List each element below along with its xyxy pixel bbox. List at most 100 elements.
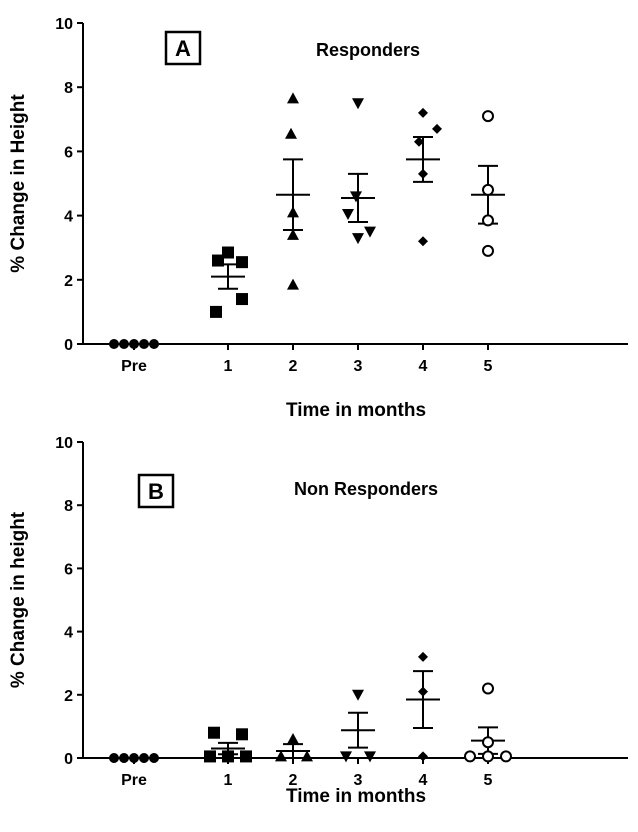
group-pre <box>109 339 159 349</box>
group-1 <box>210 246 248 318</box>
data-point <box>464 750 476 763</box>
x-tick-label: 3 <box>354 772 363 789</box>
data-point <box>352 98 364 110</box>
data-point <box>432 123 442 134</box>
x-tick-label: 4 <box>419 772 428 789</box>
x-tick-label: 2 <box>289 358 298 375</box>
y-tick-label: 0 <box>64 337 73 354</box>
data-point <box>364 226 376 238</box>
data-point <box>418 686 428 697</box>
data-point <box>482 682 494 695</box>
data-point <box>287 206 299 218</box>
y-tick-label: 10 <box>55 16 73 33</box>
data-point <box>285 127 297 139</box>
data-point <box>364 751 376 763</box>
data-point <box>129 339 139 349</box>
data-point <box>482 750 494 763</box>
group-2 <box>276 92 310 290</box>
y-tick-label: 2 <box>64 688 73 705</box>
data-point <box>287 228 299 240</box>
panel-b: 0 2 4 6 8 10 Pre 1 2 3 4 5 Time in months % Change in… <box>8 435 628 807</box>
data-point <box>275 750 287 762</box>
data-point <box>482 736 494 749</box>
x-tick-label: Pre <box>121 358 147 375</box>
data-point <box>204 750 216 763</box>
data-point <box>418 107 428 118</box>
data-point <box>149 753 159 763</box>
panel-letter-box <box>164 30 202 66</box>
panel-letter: A <box>175 36 191 61</box>
group-5 <box>464 682 512 763</box>
y-tick-label: 4 <box>64 625 73 642</box>
data-point <box>139 753 149 763</box>
data-point <box>350 191 362 203</box>
data-point <box>236 728 248 741</box>
chart-title: Non Responders <box>294 479 438 499</box>
y-tick-label: 0 <box>64 751 73 768</box>
x-tick-label: 1 <box>224 358 233 375</box>
group-1 <box>204 726 252 763</box>
group-2 <box>275 733 313 762</box>
x-tick-label: 1 <box>224 772 233 789</box>
data-point <box>482 183 494 196</box>
chart-title: Responders <box>316 40 420 60</box>
data-point <box>222 750 234 763</box>
group-pre <box>109 753 159 763</box>
y-tick-label: 6 <box>64 144 73 161</box>
y-tick-label: 6 <box>64 561 73 578</box>
group-5 <box>471 110 505 257</box>
data-point <box>482 244 494 257</box>
x-tick-label: 4 <box>419 358 428 375</box>
x-tick-label: 5 <box>484 772 493 789</box>
x-tick-label: Pre <box>121 772 147 789</box>
data-point <box>287 733 299 745</box>
data-point <box>109 753 119 763</box>
data-point <box>236 293 248 306</box>
data-point <box>212 254 224 267</box>
data-point <box>418 236 428 247</box>
data-point <box>418 651 428 662</box>
data-point <box>129 753 139 763</box>
panel-a: 0 2 4 6 8 10 Pre 1 2 3 4 5 Time in months % Change in… <box>8 16 628 421</box>
y-tick-label: 10 <box>55 435 73 452</box>
group-3 <box>341 98 376 245</box>
data-point <box>418 751 428 762</box>
data-point <box>287 92 299 104</box>
data-point <box>342 208 354 220</box>
y-axis-label: % Change in Height <box>8 94 29 273</box>
data-point <box>418 168 428 179</box>
y-tick-label: 2 <box>64 273 73 290</box>
data-point <box>287 278 299 290</box>
y-tick-label: 4 <box>64 209 73 226</box>
data-point <box>240 750 252 763</box>
y-axis-label: % Change in height <box>8 511 29 688</box>
data-point <box>222 246 234 259</box>
y-tick-label: 8 <box>64 80 73 97</box>
group-4 <box>406 651 440 762</box>
x-axis-label: Time in months <box>286 400 426 421</box>
data-point <box>482 214 494 227</box>
data-point <box>109 339 119 349</box>
data-point <box>210 305 222 318</box>
data-point <box>352 689 364 701</box>
data-point <box>119 753 129 763</box>
y-tick-label: 8 <box>64 498 73 515</box>
data-point <box>352 233 364 245</box>
data-point <box>301 750 313 762</box>
data-point <box>149 339 159 349</box>
data-point <box>139 339 149 349</box>
x-axis-label: Time in months <box>286 786 426 807</box>
data-point <box>340 751 352 763</box>
data-point <box>482 110 494 123</box>
data-point <box>414 136 424 147</box>
x-tick-label: 2 <box>289 772 298 789</box>
x-tick-label: 5 <box>484 358 493 375</box>
data-point <box>236 256 248 269</box>
data-point <box>119 339 129 349</box>
panel-letter: B <box>148 479 164 504</box>
group-3 <box>340 689 376 763</box>
panel-letter-box <box>137 473 175 509</box>
x-tick-label: 3 <box>354 358 363 375</box>
data-point <box>208 726 220 739</box>
